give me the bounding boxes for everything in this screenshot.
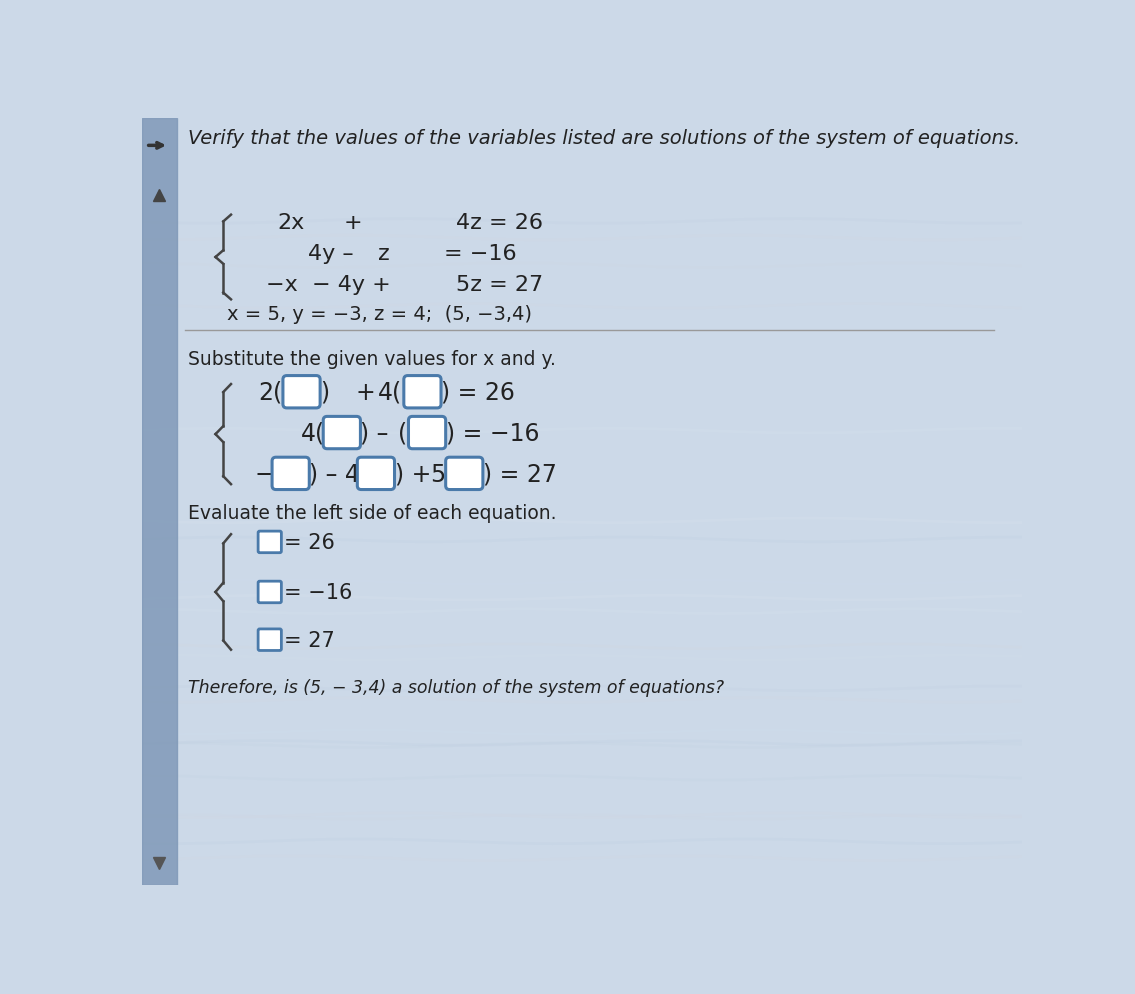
Text: ) = 27: ) = 27 (482, 462, 557, 486)
Text: +: + (355, 381, 375, 405)
Text: (: ( (397, 421, 406, 445)
Text: 5z = 27: 5z = 27 (456, 274, 543, 294)
Text: −x  − 4y +: −x − 4y + (266, 274, 390, 294)
Text: Substitute the given values for x and y.: Substitute the given values for x and y. (188, 350, 556, 369)
FancyBboxPatch shape (283, 376, 320, 409)
Text: = 26: = 26 (284, 533, 335, 553)
Text: z: z (378, 244, 390, 263)
FancyBboxPatch shape (446, 458, 482, 490)
Text: = 27: = 27 (284, 630, 335, 650)
Text: 4z = 26: 4z = 26 (456, 213, 543, 234)
FancyBboxPatch shape (404, 376, 442, 409)
Text: ): ) (320, 381, 329, 405)
FancyBboxPatch shape (358, 458, 395, 490)
Text: Evaluate the left side of each equation.: Evaluate the left side of each equation. (188, 504, 557, 523)
Text: ) = 26: ) = 26 (442, 381, 515, 405)
Text: 2x: 2x (277, 213, 305, 234)
FancyBboxPatch shape (409, 416, 446, 449)
Text: Therefore, is (5, − 3,4) a solution of the system of equations?: Therefore, is (5, − 3,4) a solution of t… (188, 679, 724, 697)
Text: = −16: = −16 (444, 244, 516, 263)
Text: ) +: ) + (395, 462, 431, 486)
Text: Verify that the values of the variables listed are solutions of the system of eq: Verify that the values of the variables … (188, 129, 1020, 148)
Text: 5(: 5( (430, 462, 454, 486)
Text: ) – 4(: ) – 4( (309, 462, 369, 486)
Text: 4(: 4( (378, 381, 403, 405)
FancyBboxPatch shape (258, 532, 281, 553)
Text: 4(: 4( (301, 421, 325, 445)
FancyBboxPatch shape (272, 458, 309, 490)
Text: +: + (344, 213, 362, 234)
Text: = −16: = −16 (284, 582, 352, 602)
Text: −(: −( (254, 462, 283, 486)
Text: ) –: ) – (361, 421, 389, 445)
Bar (142, 119, 177, 885)
Text: 2(: 2( (258, 381, 283, 405)
Text: 4y –: 4y – (309, 244, 354, 263)
FancyBboxPatch shape (258, 629, 281, 651)
Text: x = 5, y = −3, z = 4;  (5, −3,4): x = 5, y = −3, z = 4; (5, −3,4) (227, 304, 532, 323)
Text: ) = −16: ) = −16 (446, 421, 539, 445)
FancyBboxPatch shape (323, 416, 361, 449)
FancyBboxPatch shape (258, 581, 281, 603)
